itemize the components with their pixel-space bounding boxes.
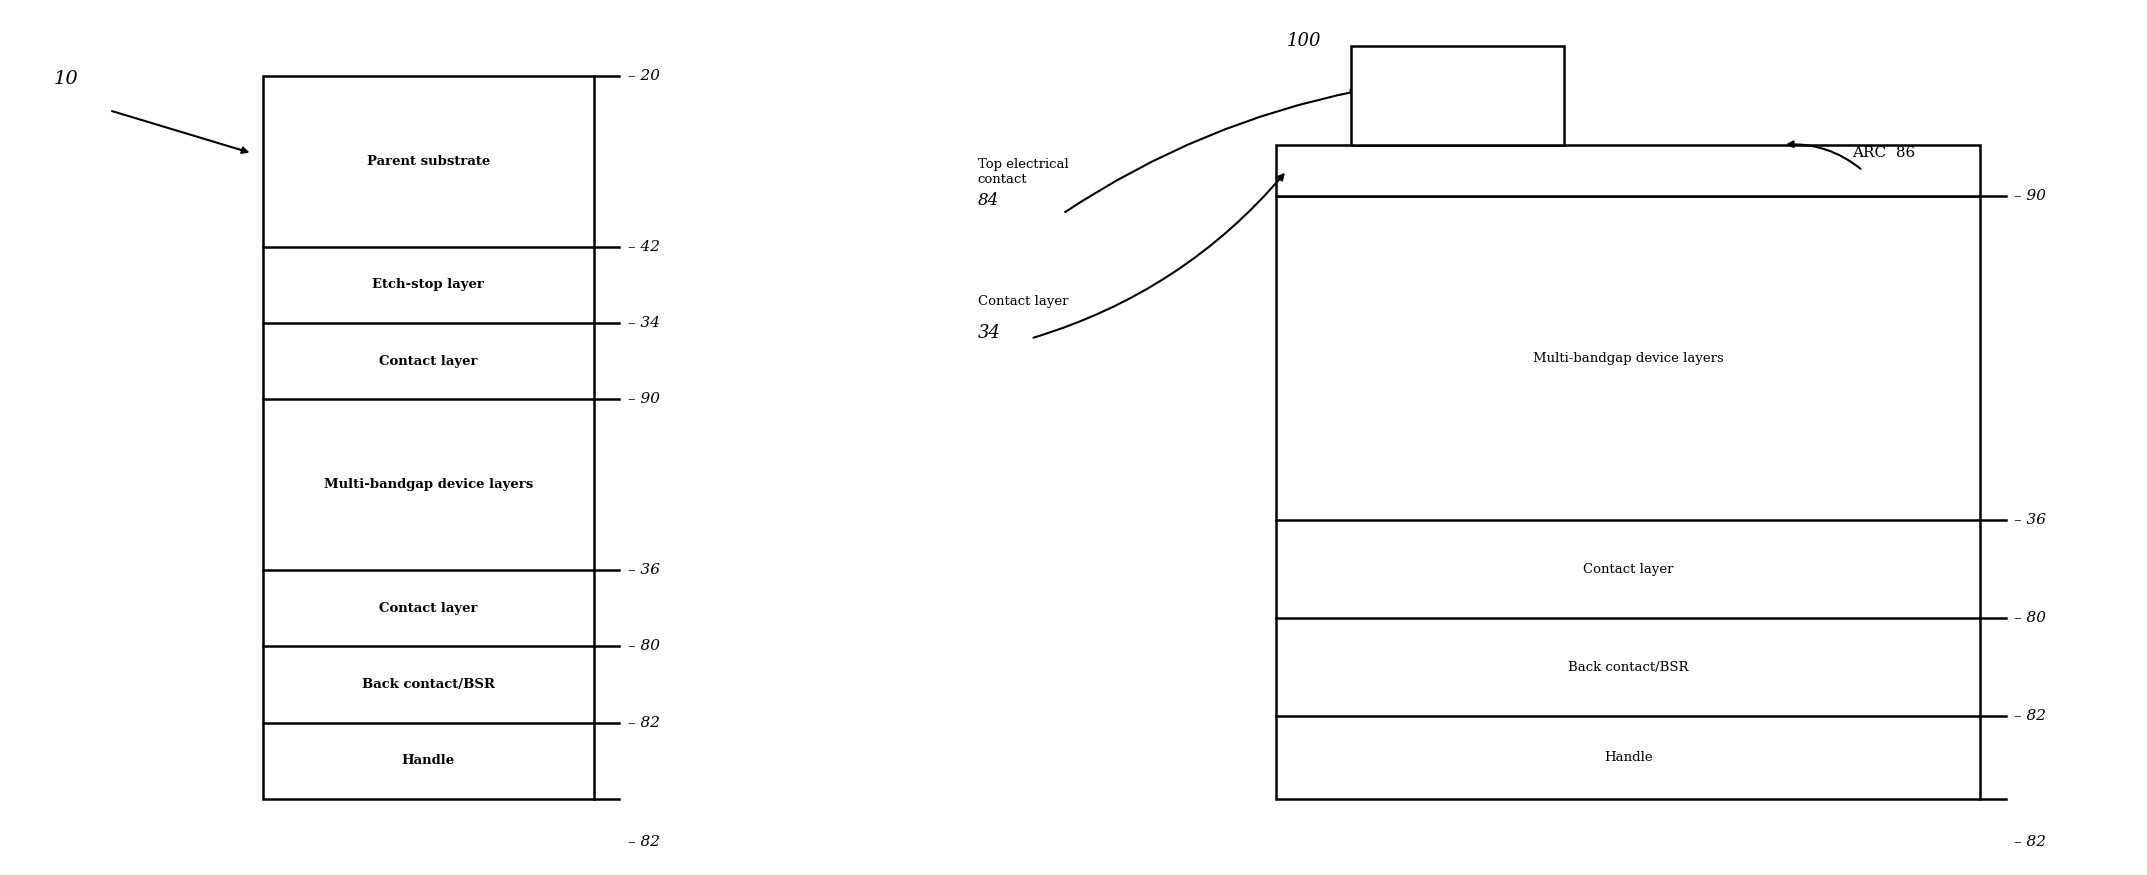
Text: ARC  86: ARC 86 (1853, 146, 1915, 160)
Bar (262, 76, 593, 799)
Text: – 80: – 80 (2014, 612, 2046, 626)
Text: – 82: – 82 (627, 716, 659, 730)
Text: Back contact/BSR: Back contact/BSR (1567, 661, 1688, 674)
Text: – 34: – 34 (627, 316, 659, 330)
Text: – 36: – 36 (627, 563, 659, 577)
Bar (1275, 144, 1980, 196)
Text: – 80: – 80 (627, 640, 659, 654)
Text: Contact layer: Contact layer (380, 602, 477, 615)
Text: Multi-bandgap device layers: Multi-bandgap device layers (324, 478, 532, 491)
Text: Contact layer: Contact layer (380, 354, 477, 367)
Text: Back contact/BSR: Back contact/BSR (363, 678, 494, 691)
Text: – 20: – 20 (627, 69, 659, 83)
Text: Etch-stop layer: Etch-stop layer (371, 278, 485, 291)
Text: 100: 100 (1286, 31, 1320, 50)
Text: – 82: – 82 (627, 836, 659, 850)
Text: 84: 84 (977, 192, 998, 209)
Text: 10: 10 (54, 71, 79, 88)
Text: Multi-bandgap device layers: Multi-bandgap device layers (1533, 352, 1724, 365)
Text: – 36: – 36 (2014, 514, 2046, 528)
Text: Handle: Handle (401, 754, 455, 767)
Text: – 90: – 90 (2014, 189, 2046, 203)
Text: Parent substrate: Parent substrate (367, 155, 490, 168)
Text: Handle: Handle (1604, 752, 1653, 764)
Text: – 90: – 90 (627, 392, 659, 406)
Text: Contact layer: Contact layer (977, 296, 1067, 308)
Text: Top electrical
contact: Top electrical contact (977, 158, 1069, 186)
Text: 34: 34 (977, 325, 1001, 342)
Text: – 42: – 42 (627, 240, 659, 254)
Bar (1350, 46, 1565, 144)
Text: Contact layer: Contact layer (1582, 563, 1673, 576)
Text: – 82: – 82 (2014, 836, 2046, 850)
Text: – 82: – 82 (2014, 710, 2046, 724)
Bar (1275, 196, 1980, 799)
